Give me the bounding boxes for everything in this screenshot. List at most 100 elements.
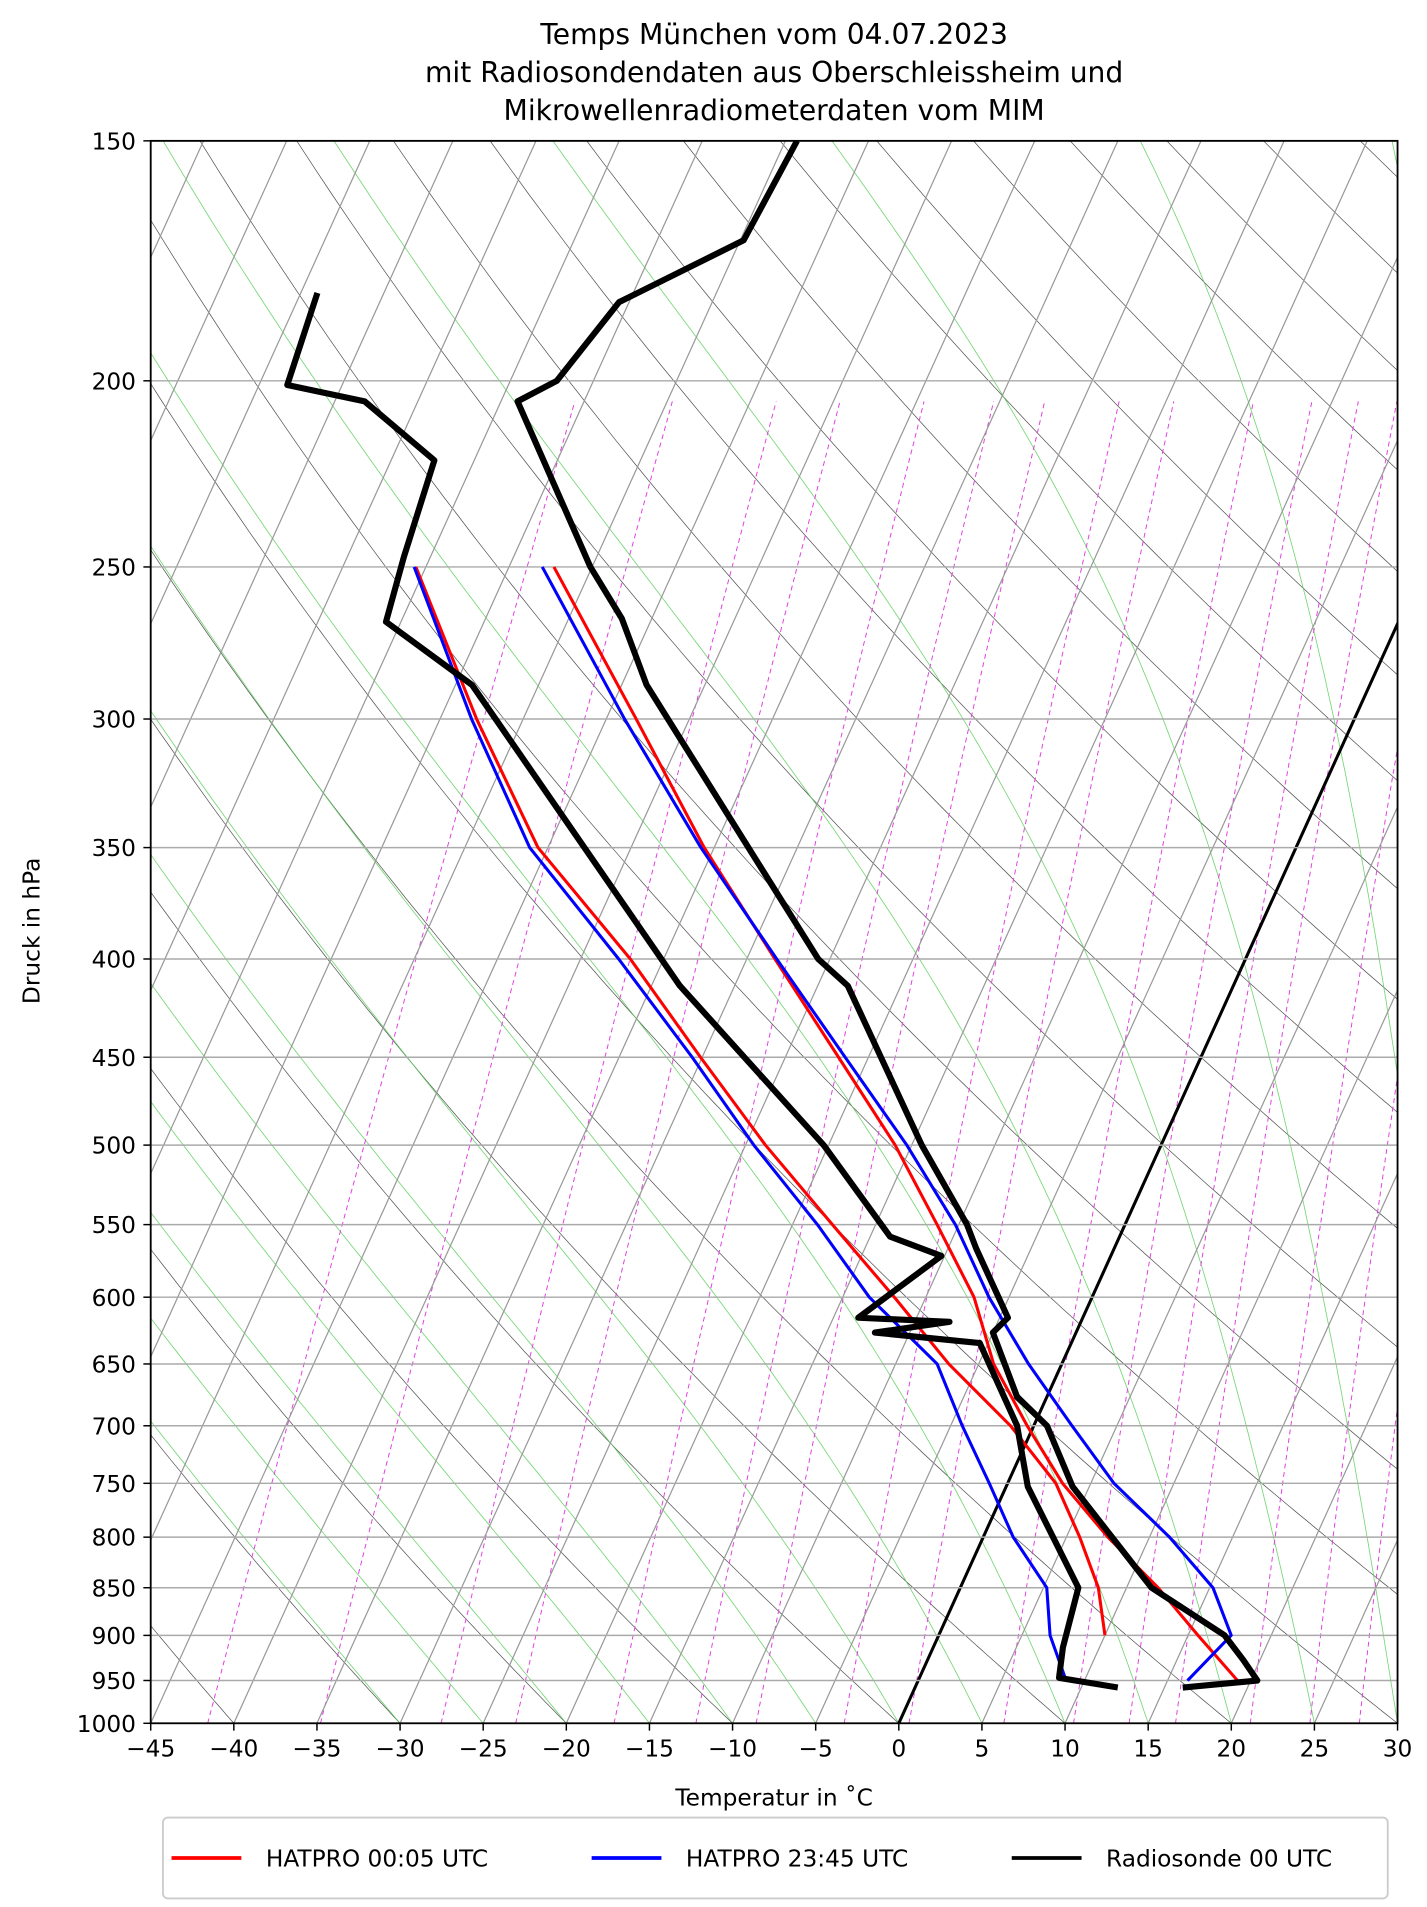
- dry-adiabat: [150, 549, 1232, 1724]
- moist-adiabat: [831, 140, 1398, 1724]
- mixing-ratio-line: [908, 401, 1175, 1724]
- y-tick-label: 400: [92, 947, 136, 974]
- isotherm: [1313, 1538, 1398, 1724]
- isotherm: [565, 140, 1285, 1724]
- legend: HATPRO 00:05 UTC HATPRO 23:45 UTC Radioson…: [171, 1846, 1332, 1873]
- y-tick-label: 150: [92, 128, 136, 155]
- dry-adiabat: [1166, 140, 1398, 372]
- legend-label: Radiosonde 00 UTC: [1106, 1846, 1332, 1873]
- x-tick-label: −30: [376, 1735, 425, 1762]
- y-tick-label: 650: [92, 1352, 136, 1379]
- mixing-ratio-line: [440, 401, 777, 1724]
- moist-adiabat: [150, 1317, 484, 1724]
- dry-adiabat: [296, 140, 1398, 1348]
- chart-title: mit Radiosondendaten aus Oberschleisshei…: [425, 56, 1123, 89]
- x-tick-label: 0: [891, 1735, 906, 1762]
- x-tick-label: 20: [1216, 1735, 1246, 1762]
- chart-title: Mikrowellenradiometerdaten vom MIM: [504, 94, 1045, 127]
- mixing-ratio-line: [1073, 401, 1313, 1724]
- moist-adiabat: [1139, 140, 1398, 1078]
- dry-adiabat: [150, 382, 1398, 1724]
- y-tick-label: 1000: [77, 1711, 136, 1738]
- dewpoint-line: [412, 566, 1068, 1682]
- mixing-ratio-line: [1358, 1403, 1398, 1724]
- isotherm: [482, 140, 1202, 1724]
- isotherm: [1064, 988, 1398, 1724]
- moist-adiabat: [150, 982, 733, 1724]
- legend-label: HATPRO 23:45 UTC: [686, 1846, 908, 1873]
- dry-adiabat: [150, 1067, 733, 1724]
- x-tick-label: 25: [1300, 1735, 1330, 1762]
- isotherm: [898, 622, 1398, 1724]
- moist-adiabat: [150, 1420, 401, 1724]
- isotherm: [1230, 1355, 1398, 1724]
- mixing-ratio-line: [843, 401, 1120, 1724]
- plot-frame: [149, 139, 1399, 1725]
- dry-adiabat: [973, 140, 1398, 572]
- y-tick-label: 500: [92, 1133, 136, 1160]
- isotherm: [150, 140, 454, 809]
- mixing-ratio-line: [1309, 1073, 1398, 1724]
- y-tick-label: 900: [92, 1623, 136, 1650]
- y-tick-label: 300: [92, 707, 136, 734]
- isotherm: [1147, 1172, 1398, 1724]
- highlight-isotherm: [897, 620, 1398, 1724]
- moist-adiabat: [150, 1211, 567, 1724]
- isotherm: [815, 439, 1398, 1724]
- isotherm: [648, 140, 1368, 1724]
- mixing-ratio-line: [1402, 401, 1427, 1723]
- mixing-ratio-line: [1175, 401, 1398, 1724]
- y-tick-label: 850: [92, 1575, 136, 1602]
- dry-adiabat: [199, 140, 1398, 1470]
- y-tick-label: 550: [92, 1212, 136, 1239]
- dry-adiabat: [489, 140, 1398, 1113]
- temperature-line: [540, 566, 1233, 1682]
- isotherm: [150, 140, 371, 626]
- x-tick-label: 30: [1383, 1735, 1413, 1762]
- y-tick-label: 600: [92, 1285, 136, 1312]
- dry-adiabat: [150, 891, 900, 1724]
- isotherm: [1396, 1721, 1398, 1724]
- x-tick-label: 5: [975, 1735, 990, 1762]
- profiles: [284, 140, 1261, 1691]
- mixing-ratio-line: [319, 401, 673, 1724]
- dry-adiabat: [683, 140, 1398, 890]
- y-tick-label: 200: [92, 368, 136, 395]
- legend-box: [162, 1816, 1389, 1900]
- y-tick-label: 950: [92, 1668, 136, 1695]
- isotherm: [150, 140, 870, 1724]
- x-tick-label: 10: [1050, 1735, 1080, 1762]
- dry-adiabat: [586, 140, 1398, 1000]
- chart-title: Temps München vom 04.07.2023: [539, 18, 1008, 51]
- isotherm: [150, 140, 620, 1176]
- y-axis-label: Druck in hPa: [18, 858, 45, 1004]
- isotherm: [233, 140, 953, 1724]
- dry-adiabat: [779, 140, 1398, 782]
- legend-label: HATPRO 00:05 UTC: [266, 1846, 488, 1873]
- moist-adiabat: [150, 352, 1066, 1724]
- dewpoint-line: [284, 292, 1119, 1691]
- mixing-ratio-line: [1003, 401, 1254, 1724]
- moist-adiabat: [552, 140, 1315, 1724]
- dry-adiabat: [1069, 140, 1398, 471]
- mixing-ratio-line: [207, 401, 576, 1724]
- moist-adiabat: [333, 140, 1232, 1724]
- dry-adiabat: [393, 140, 1398, 1229]
- x-axis-label: Temperatur in ˚C: [674, 1784, 872, 1811]
- dry-adiabat: [1359, 140, 1398, 178]
- mixing-ratio-line: [755, 401, 1046, 1724]
- temperature-line: [514, 140, 1261, 1691]
- x-tick-label: −20: [542, 1735, 591, 1762]
- mixing-ratio-line: [1128, 401, 1359, 1724]
- x-tick-label: −10: [708, 1735, 757, 1762]
- y-tick-label: 800: [92, 1525, 136, 1552]
- isotherm: [150, 140, 537, 992]
- isotherm: [150, 140, 786, 1542]
- moist-adiabat: [150, 710, 900, 1724]
- x-tick-label: −25: [459, 1735, 508, 1762]
- y-tick-label: 750: [92, 1471, 136, 1498]
- dry-adiabat: [1263, 140, 1398, 274]
- mixing-ratio-line: [515, 401, 841, 1724]
